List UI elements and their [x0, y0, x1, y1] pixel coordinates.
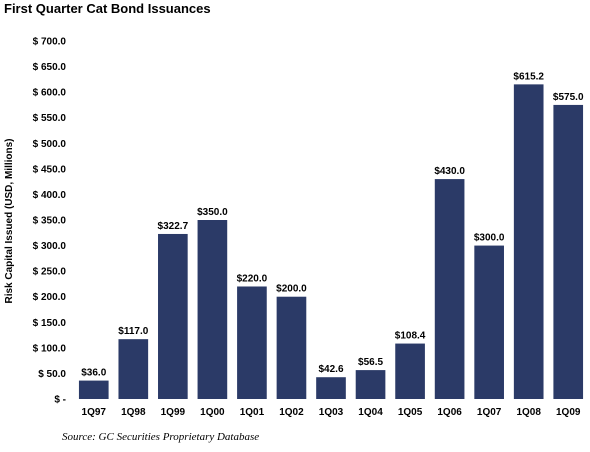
x-tick-label: 1Q04	[358, 407, 383, 418]
y-axis-ticks: $ - $ 50.0 $ 100.0 $ 150.0 $ 200.0 $ 250.0 $ 3…	[33, 37, 67, 406]
y-tick-label: $ 500.0	[33, 139, 67, 150]
bar-1q05	[395, 343, 425, 399]
data-label: $575.0	[553, 92, 584, 103]
bar-1q98	[118, 339, 149, 399]
y-tick-label: $ 400.0	[33, 190, 67, 201]
y-tick-label: $ 150.0	[33, 318, 67, 329]
data-label: $615.2	[513, 71, 544, 82]
data-label: $350.0	[197, 207, 228, 218]
data-labels: $36.0 $117.0 $322.7 $350.0 $220.0 $200.0 $42.6…	[81, 71, 584, 378]
y-axis-label: Risk Capital Issued (USD, Millions)	[4, 138, 15, 303]
x-tick-label: 1Q08	[516, 407, 541, 418]
data-label: $56.5	[358, 357, 383, 368]
bar-1q04	[355, 370, 386, 399]
x-tick-label: 1Q09	[556, 407, 581, 418]
data-label: $300.0	[474, 233, 505, 244]
y-tick-label: $ 700.0	[33, 37, 67, 48]
bar-1q09	[553, 104, 584, 399]
data-label: $108.4	[395, 331, 426, 342]
data-label: $42.6	[318, 364, 343, 375]
y-tick-label: $ 350.0	[33, 216, 67, 227]
bar-1q99	[158, 233, 188, 399]
y-tick-label: $ 600.0	[33, 88, 67, 99]
x-tick-label: 1Q05	[398, 407, 423, 418]
data-label: $117.0	[118, 326, 148, 337]
bar-1q97	[78, 380, 109, 399]
x-tick-label: 1Q01	[240, 407, 265, 418]
x-tick-label: 1Q06	[437, 407, 462, 418]
bar-1q02	[276, 296, 307, 399]
bar-1q00	[197, 220, 228, 399]
x-tick-label: 1Q02	[279, 407, 304, 418]
data-label: $220.0	[237, 273, 268, 284]
y-tick-label: $ 250.0	[33, 267, 67, 278]
x-tick-label: 1Q98	[121, 407, 146, 418]
x-tick-label: 1Q97	[82, 407, 107, 418]
x-tick-label: 1Q03	[319, 407, 344, 418]
y-tick-label: $ 300.0	[33, 241, 67, 252]
y-tick-label: $ 650.0	[33, 62, 67, 73]
data-label: $200.0	[276, 284, 307, 295]
y-tick-label: $ 550.0	[33, 113, 67, 124]
x-tick-label: 1Q99	[161, 407, 186, 418]
data-label: $36.0	[81, 368, 106, 379]
bars	[78, 84, 584, 399]
x-tick-label: 1Q07	[477, 407, 502, 418]
y-tick-label: $ 450.0	[33, 164, 67, 175]
y-tick-label: $ 200.0	[33, 292, 67, 303]
bar-1q08	[513, 84, 544, 399]
source-note: Source: GC Securities Proprietary Databa…	[62, 431, 260, 443]
y-tick-label: $ -	[54, 395, 66, 406]
bar-1q06	[434, 179, 465, 399]
x-axis-ticks: 1Q97 1Q98 1Q99 1Q00 1Q01 1Q02 1Q03 1Q04 1Q05 1Q06…	[82, 407, 581, 418]
chart-title: First Quarter Cat Bond Issuances	[4, 1, 211, 16]
data-label: $322.7	[158, 221, 189, 232]
y-tick-label: $ 100.0	[33, 343, 67, 354]
x-tick-label: 1Q00	[200, 407, 225, 418]
bar-1q03	[316, 377, 346, 399]
bar-1q07	[474, 245, 504, 399]
y-tick-label: $ 50.0	[38, 369, 66, 380]
data-label: $430.0	[434, 166, 465, 177]
bar-1q01	[237, 286, 267, 399]
